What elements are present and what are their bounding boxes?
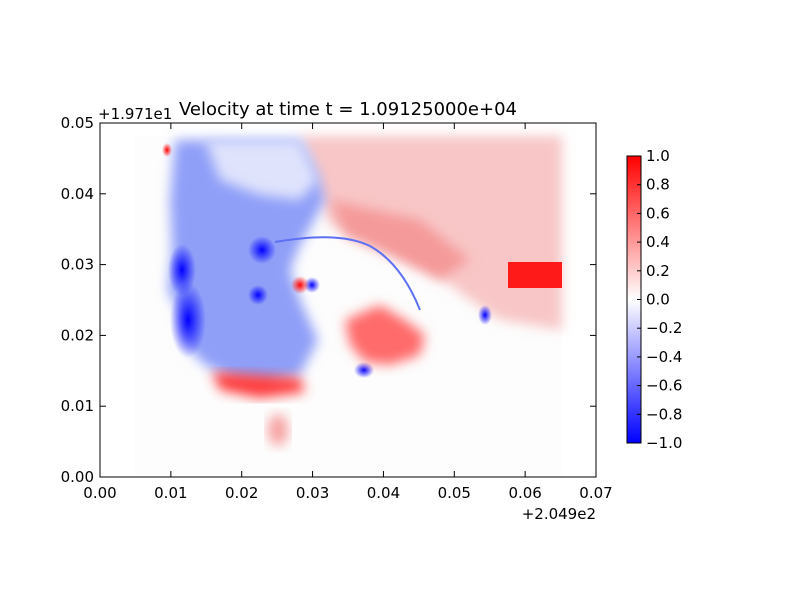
colorbar-tick-label: 0.2 [646,262,670,280]
x-tick-label: 0.01 [154,484,187,502]
x-offset-label: +2.049e2 [522,505,596,523]
blob-neg-coast [170,282,206,358]
x-tick-label: 0.04 [367,484,400,502]
colorbar-tick-label: 0.6 [646,204,670,222]
x-tick-label: 0.07 [579,484,612,502]
blob-neg-east [478,305,492,325]
blob-pos-center [291,276,309,294]
colorbar-tick-label: 1.0 [646,147,670,165]
heatmap-field [135,136,562,476]
region-positive-bay [345,305,425,365]
y-offset-label: +1.971e1 [98,105,172,123]
colorbar-tick-label: 0.8 [646,176,670,194]
colorbar-ticks: 1.0 0.8 0.6 0.4 0.2 0.0 −0.2 −0.4 −0.6 −0.8 −1.0 [637,147,682,452]
colorbar-tick-label: −0.4 [646,348,682,366]
blob-neg-west [168,244,196,296]
colorbar-tick-label: −0.6 [646,377,682,395]
region-negative-light [205,140,318,200]
x-tick-label: 0.06 [508,484,541,502]
colorbar-tick-label: −1.0 [646,434,682,452]
colorbar-tick-label: −0.8 [646,405,682,423]
y-tick-label: 0.05 [61,114,94,132]
blob-neg-south [354,362,374,378]
region-positive-shore [212,372,305,398]
region-positive-core [330,200,470,280]
axes-frame [99,122,597,478]
x-tick-label: 0.00 [83,484,116,502]
chart-title: Velocity at time t = 1.09125000e+04 [179,99,517,120]
y-tick-label: 0.01 [61,397,94,415]
x-tick-label: 0.02 [225,484,258,502]
x-axis: 0.00 0.01 0.02 0.03 0.04 0.05 0.06 0.07 [83,123,613,502]
region-positive-east [508,262,562,288]
x-tick-label: 0.03 [296,484,329,502]
colorbar-tick-label: 0.0 [646,291,670,309]
y-tick-label: 0.04 [61,185,94,203]
colorbar-tick-label: −0.2 [646,319,682,337]
coast-streak [274,236,421,311]
y-axis: 0.00 0.01 0.02 0.03 0.04 0.05 [61,114,596,486]
blob-neg-center [248,236,276,264]
region-negative-main [168,140,325,385]
y-tick-label: 0.00 [61,468,94,486]
blob-pos-south [268,414,288,446]
blob-neg-mid [248,285,268,305]
x-tick-label: 0.05 [438,484,471,502]
blob-pos-nw [162,143,172,157]
colorbar-tick-label: 0.4 [646,233,670,251]
y-tick-label: 0.02 [61,326,94,344]
y-tick-label: 0.03 [61,256,94,274]
